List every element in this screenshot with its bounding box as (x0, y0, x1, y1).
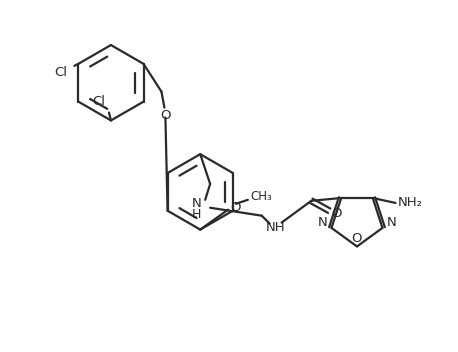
Text: O: O (160, 109, 171, 122)
Text: NH: NH (266, 221, 285, 234)
Text: N: N (191, 197, 201, 210)
Text: NH₂: NH₂ (398, 196, 423, 209)
Text: O: O (331, 207, 341, 220)
Text: N: N (318, 216, 327, 230)
Text: Cl: Cl (54, 66, 67, 79)
Text: H: H (191, 208, 201, 221)
Text: Cl: Cl (93, 95, 105, 108)
Text: CH₃: CH₃ (251, 190, 273, 203)
Text: O: O (231, 201, 241, 214)
Text: O: O (352, 232, 362, 245)
Text: N: N (387, 216, 396, 230)
